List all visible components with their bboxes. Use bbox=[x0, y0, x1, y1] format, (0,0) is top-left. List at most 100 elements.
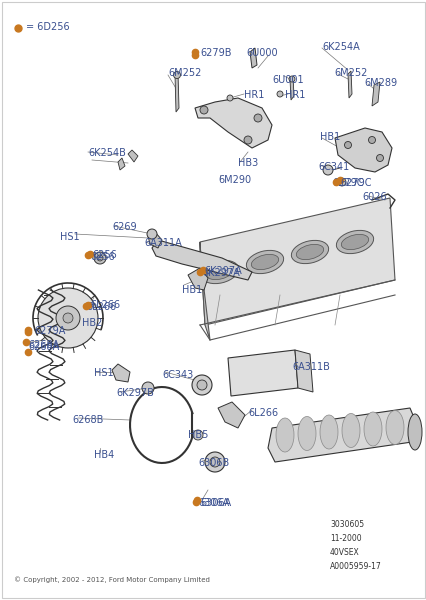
Circle shape bbox=[243, 136, 251, 144]
Circle shape bbox=[97, 255, 103, 261]
Text: 6L266: 6L266 bbox=[248, 408, 277, 418]
Circle shape bbox=[56, 306, 80, 330]
Text: HB4: HB4 bbox=[94, 450, 114, 460]
Text: HS1: HS1 bbox=[94, 368, 113, 378]
Text: 6306B: 6306B bbox=[198, 458, 229, 468]
Circle shape bbox=[322, 165, 332, 175]
Text: 6L266: 6L266 bbox=[90, 300, 120, 310]
Ellipse shape bbox=[340, 235, 368, 250]
Polygon shape bbox=[175, 72, 178, 112]
Circle shape bbox=[173, 71, 180, 79]
Circle shape bbox=[204, 452, 225, 472]
Text: 3030605: 3030605 bbox=[329, 520, 363, 529]
Circle shape bbox=[192, 375, 211, 395]
Text: HS1: HS1 bbox=[60, 232, 79, 242]
Circle shape bbox=[199, 106, 207, 114]
Text: 6K254A: 6K254A bbox=[321, 42, 359, 52]
Circle shape bbox=[337, 178, 345, 186]
Polygon shape bbox=[148, 232, 161, 248]
Polygon shape bbox=[289, 76, 294, 100]
Text: HB2: HB2 bbox=[82, 318, 102, 328]
Circle shape bbox=[276, 91, 282, 97]
Polygon shape bbox=[118, 158, 125, 170]
Text: 6279C: 6279C bbox=[339, 178, 371, 188]
Text: 6A311A: 6A311A bbox=[144, 238, 181, 248]
Circle shape bbox=[368, 136, 374, 143]
Ellipse shape bbox=[336, 230, 373, 254]
Circle shape bbox=[142, 382, 154, 394]
Text: 6M290: 6M290 bbox=[218, 175, 250, 185]
Text: HR1: HR1 bbox=[243, 90, 264, 100]
Ellipse shape bbox=[297, 416, 315, 451]
Ellipse shape bbox=[363, 412, 381, 446]
Circle shape bbox=[210, 457, 219, 467]
Polygon shape bbox=[152, 240, 251, 280]
Text: 11-2000: 11-2000 bbox=[329, 534, 361, 543]
Polygon shape bbox=[249, 48, 256, 68]
Ellipse shape bbox=[201, 260, 238, 284]
Polygon shape bbox=[218, 402, 245, 428]
Text: 6026: 6026 bbox=[361, 192, 386, 202]
Text: 6279B: 6279B bbox=[199, 48, 231, 58]
Polygon shape bbox=[227, 350, 297, 396]
Circle shape bbox=[94, 252, 106, 264]
Ellipse shape bbox=[341, 413, 359, 448]
Text: 6306A: 6306A bbox=[199, 498, 230, 508]
Polygon shape bbox=[268, 408, 414, 462]
Text: 6256: 6256 bbox=[90, 252, 115, 262]
Circle shape bbox=[253, 114, 262, 122]
Polygon shape bbox=[187, 268, 207, 290]
Text: 6U000: 6U000 bbox=[245, 48, 277, 58]
Text: 6K297A: 6K297A bbox=[204, 266, 241, 276]
Polygon shape bbox=[371, 82, 379, 106]
Polygon shape bbox=[199, 242, 210, 340]
Polygon shape bbox=[347, 71, 351, 98]
Text: A0005959-17: A0005959-17 bbox=[329, 562, 381, 571]
Text: 6256: 6256 bbox=[92, 250, 116, 260]
Ellipse shape bbox=[319, 415, 337, 449]
Text: 6C341: 6C341 bbox=[317, 162, 348, 172]
Text: 6L266: 6L266 bbox=[86, 302, 116, 312]
Polygon shape bbox=[294, 350, 312, 392]
Polygon shape bbox=[199, 198, 394, 325]
Text: HB1: HB1 bbox=[181, 285, 202, 295]
Circle shape bbox=[288, 76, 294, 82]
Text: 6M252: 6M252 bbox=[167, 68, 201, 78]
Text: 6279C: 6279C bbox=[331, 178, 363, 188]
Text: 6M289: 6M289 bbox=[363, 78, 396, 88]
Text: 6279A: 6279A bbox=[34, 326, 65, 336]
Polygon shape bbox=[112, 364, 130, 382]
Text: 6C343: 6C343 bbox=[161, 370, 193, 380]
Circle shape bbox=[193, 430, 202, 440]
Text: 40VSEX: 40VSEX bbox=[329, 548, 359, 557]
Text: 6U001: 6U001 bbox=[271, 75, 303, 85]
Text: 6269: 6269 bbox=[112, 222, 136, 232]
Ellipse shape bbox=[251, 254, 278, 269]
Text: 6268B: 6268B bbox=[72, 415, 103, 425]
Polygon shape bbox=[334, 128, 391, 172]
Circle shape bbox=[376, 154, 383, 161]
Text: HB1: HB1 bbox=[319, 132, 340, 142]
Text: = 6D256: = 6D256 bbox=[26, 22, 69, 32]
Circle shape bbox=[344, 142, 351, 148]
Ellipse shape bbox=[246, 250, 283, 274]
Text: HB5: HB5 bbox=[187, 430, 208, 440]
Text: 6M252: 6M252 bbox=[333, 68, 366, 78]
Ellipse shape bbox=[385, 410, 403, 445]
Ellipse shape bbox=[296, 244, 323, 260]
Text: HB3: HB3 bbox=[237, 158, 258, 168]
Circle shape bbox=[38, 288, 98, 348]
Ellipse shape bbox=[407, 414, 421, 450]
Ellipse shape bbox=[275, 418, 294, 452]
Ellipse shape bbox=[291, 241, 328, 263]
Text: © Copyright, 2002 - 2012, Ford Motor Company Limited: © Copyright, 2002 - 2012, Ford Motor Com… bbox=[14, 576, 210, 583]
Text: 6K297A: 6K297A bbox=[201, 268, 239, 278]
Text: 6268A: 6268A bbox=[28, 340, 59, 350]
Text: 6K254B: 6K254B bbox=[88, 148, 126, 158]
Text: HR1: HR1 bbox=[284, 90, 305, 100]
Circle shape bbox=[63, 313, 73, 323]
Circle shape bbox=[196, 380, 207, 390]
Text: 6A311B: 6A311B bbox=[291, 362, 329, 372]
Circle shape bbox=[147, 229, 157, 239]
Ellipse shape bbox=[206, 265, 233, 280]
